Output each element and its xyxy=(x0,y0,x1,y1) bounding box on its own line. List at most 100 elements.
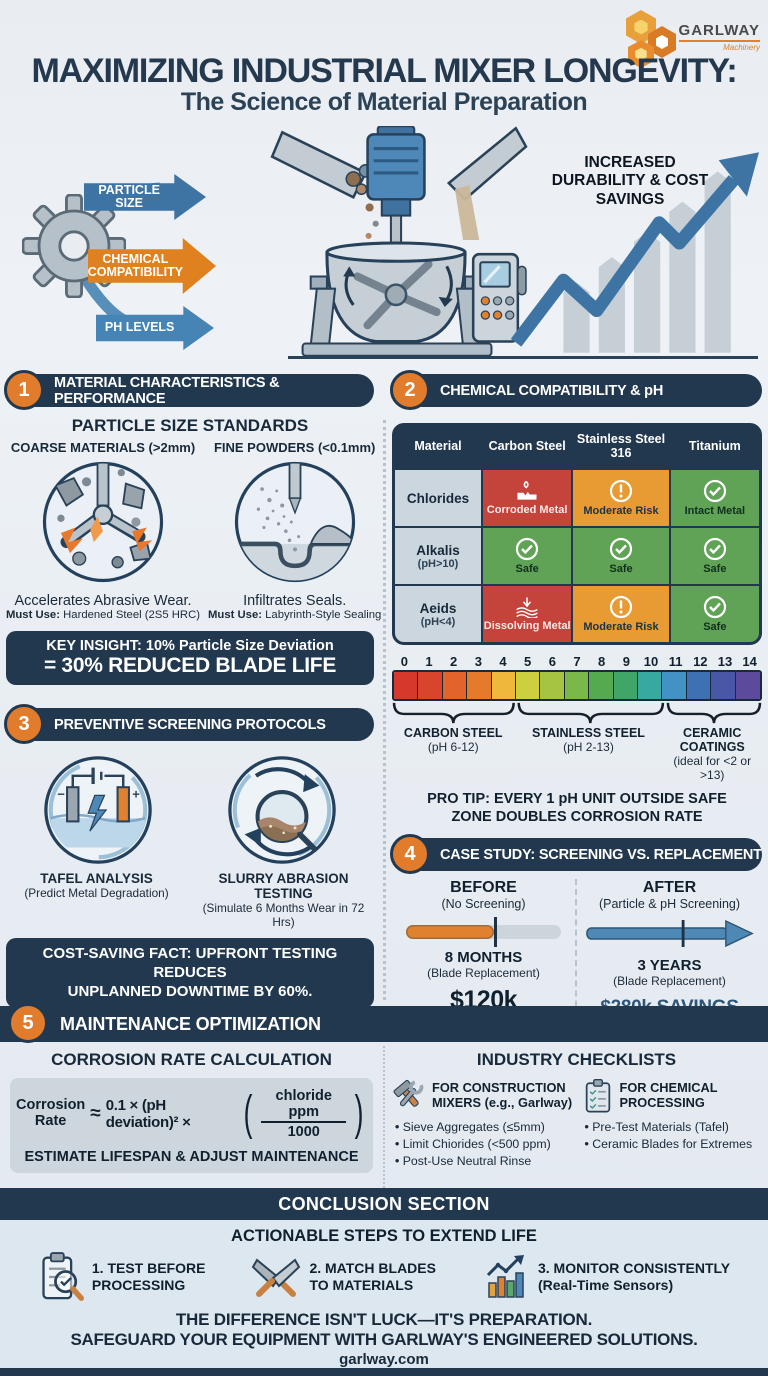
compatibility-table: Material Carbon Steel Stainless Steel 31… xyxy=(392,423,762,645)
before-timeline xyxy=(406,917,561,948)
key-insight-box: KEY INSIGHT: 10% Particle Size Deviation… xyxy=(6,631,374,685)
table-cell: Intact Metal xyxy=(670,470,759,526)
before-milestone: 8 MONTHS xyxy=(444,949,523,967)
section3-title: PREVENTIVE SCREENING PROTOCOLS xyxy=(54,716,326,733)
outcome-label: INCREASED DURABILITY & COST SAVINGS xyxy=(551,154,709,208)
fine-must-value: Labyrinth-Style Sealing xyxy=(262,609,382,621)
after-arrow xyxy=(586,920,754,948)
key-insight-line1: KEY INSIGHT: 10% Particle Size Deviation xyxy=(46,638,334,654)
slurry-test-name: SLURRY ABRASION TESTING xyxy=(218,871,349,901)
table-cell: Moderate Risk xyxy=(573,586,669,642)
section5-header: 5 MAINTENANCE OPTIMIZATION xyxy=(0,1003,768,1043)
section3-header: 3 PREVENTIVE SCREENING PROTOCOLS xyxy=(4,704,374,744)
alert-icon xyxy=(609,479,633,503)
tafel-cell-icon: − + xyxy=(44,756,152,864)
slurry-test-icon xyxy=(228,756,336,864)
after-sub: (Particle & pH Screening) xyxy=(598,897,741,912)
after-label: AFTER xyxy=(642,879,697,897)
table-cell: Safe xyxy=(670,528,759,584)
table-cell: Moderate Risk xyxy=(573,470,669,526)
check-icon xyxy=(609,537,633,561)
test-before-icon xyxy=(42,1252,84,1301)
step-test-before: 1. TEST BEFORE PROCESSING xyxy=(38,1252,205,1302)
step-match-blades: 2. MATCH BLADES TO MATERIALS xyxy=(251,1252,436,1302)
table-cell: Safe xyxy=(670,586,759,642)
closing-line1: THE DIFFERENCE ISN'T LUCK—IT'S PREPARATI… xyxy=(175,1310,593,1329)
after-milestone-sub: (Blade Replacement) xyxy=(613,974,726,989)
check-icon xyxy=(703,479,726,503)
bottom-bar xyxy=(0,1368,768,1376)
section2-number-badge: 2 xyxy=(390,370,430,410)
corrosion-formula: Corrosion Rate ≈ 0.1 × (pH deviation)² × … xyxy=(16,1087,364,1141)
checklist-item: Ceramic Blades for Extremes xyxy=(585,1136,763,1153)
ph-scale-ticks: 0 1 2 3 4 5 6 7 8 9 10 11 12 13 14 xyxy=(400,654,757,669)
table-cell: Dissolving Metal xyxy=(483,586,572,642)
match-blades-icon xyxy=(252,1258,301,1297)
coarse-materials-card: COARSE MATERIALS (>2mm) xyxy=(6,440,200,621)
checklist-item: Pre-Test Materials (Tafel) xyxy=(585,1119,763,1136)
ph-group-ceramic-label: CERAMIC COATINGS xyxy=(679,726,745,754)
table-cell: Corroded Metal xyxy=(483,470,572,526)
particle-standards-heading: PARTICLE SIZE STANDARDS xyxy=(71,416,309,435)
pro-tip: PRO TIP: EVERY 1 pH UNIT OUTSIDE SAFE ZO… xyxy=(427,791,727,826)
construction-checklist: FOR CONSTRUCTION MIXERS (e.g., Garlway) … xyxy=(391,1078,573,1171)
logo-wordmark: GARLWAY xyxy=(678,22,760,42)
ph-color-scale xyxy=(392,670,762,701)
corrosion-icon xyxy=(517,480,537,500)
fine-powder-illustration xyxy=(234,461,355,583)
check-icon xyxy=(703,537,726,561)
tools-icon xyxy=(393,1079,424,1107)
conclusion-section: CONCLUSION SECTION ACTIONABLE STEPS TO E… xyxy=(0,1188,768,1376)
before-sub: (No Screening) xyxy=(441,897,526,912)
section2-header: 2 CHEMICAL COMPATIBILITY & pH xyxy=(390,370,762,410)
fine-card-title: FINE POWDERS (<0.1mm) xyxy=(213,440,376,455)
clipboard-icon xyxy=(585,1079,610,1113)
calc-heading: CORROSION RATE CALCULATION xyxy=(51,1050,332,1069)
ph-group-braces xyxy=(392,702,762,724)
website-link[interactable]: garlway.com xyxy=(339,1351,429,1368)
tafel-test-desc: (Predict Metal Degradation) xyxy=(24,886,169,900)
coarse-effect-text: Accelerates Abrasive Wear. xyxy=(14,593,192,609)
fine-effect-text: Infiltrates Seals. xyxy=(243,593,347,609)
section1-header: 1 MATERIAL CHARACTERISTICS & PERFORMANCE xyxy=(4,370,374,410)
table-cell: Safe xyxy=(483,528,572,584)
ph-group-stainless-range: (pH 2-13) xyxy=(563,740,614,754)
page-subtitle: The Science of Material Preparation xyxy=(180,88,588,116)
section4-number-badge: 4 xyxy=(390,834,430,875)
formula-box: Corrosion Rate ≈ 0.1 × (pH deviation)² × … xyxy=(10,1078,373,1173)
fine-must-label: Must Use: xyxy=(208,609,262,621)
conclusion-band: CONCLUSION SECTION xyxy=(0,1188,768,1220)
chemical-checklist: FOR CHEMICAL PROCESSING Pre-Test Materia… xyxy=(581,1078,763,1171)
hero-illustration: PARTICLE SIZE CHEMICAL COMPATIBILITY PH … xyxy=(0,120,768,368)
section4-header: 4 CASE STUDY: SCREENING VS. REPLACEMENT xyxy=(390,834,762,875)
garlway-logo: GARLWAY Machinery xyxy=(626,8,762,68)
table-row-material: Chlorides xyxy=(395,470,481,526)
ground-line xyxy=(288,356,758,359)
logo-hexagon-icon xyxy=(626,10,656,44)
before-label: BEFORE xyxy=(450,879,517,897)
slurry-test-desc: (Simulate 6 Months Wear in 72 Hrs) xyxy=(202,901,365,929)
cost-saving-fact-box: COST-SAVING FACT: UPFRONT TESTING REDUCE… xyxy=(6,938,374,1009)
check-icon xyxy=(703,595,726,619)
table-header-material: Material xyxy=(395,426,481,468)
conclusion-heading: ACTIONABLE STEPS TO EXTEND LIFE xyxy=(231,1227,537,1245)
step-monitor: 3. MONITOR CONSISTENTLY (Real-Time Sensor… xyxy=(482,1253,730,1301)
key-insight-line2: = 30% REDUCED BLADE LIFE xyxy=(43,654,337,677)
page-title: MAXIMIZING INDUSTRIAL MIXER LONGEVITY: xyxy=(31,52,738,90)
section4-title: CASE STUDY: SCREENING VS. REPLACEMENT xyxy=(440,846,762,863)
logo-subtext: Machinery xyxy=(723,43,760,52)
ph-levels-label: PH LEVELS xyxy=(104,320,175,335)
calc-note: ESTIMATE LIFESPAN & ADJUST MAINTENANCE xyxy=(24,1149,359,1165)
table-row-material: Alkalis (pH>10) xyxy=(395,528,481,584)
ph-group-carbon-range: (pH 6-12) xyxy=(427,740,479,754)
growth-arrow-chart xyxy=(510,152,759,353)
ph-group-ceramic-range: (ideal for <2 or >13) xyxy=(673,754,752,782)
checklist-item: Post-Use Neutral Rinse xyxy=(395,1153,573,1170)
svg-text:+: + xyxy=(132,787,140,802)
cost-fact-line2: UNPLANNED DOWNTIME BY 60%. xyxy=(67,982,313,1000)
fine-powders-card: FINE POWDERS (<0.1mm) xyxy=(208,440,381,621)
monitor-icon xyxy=(486,1255,524,1298)
table-cell: Safe xyxy=(573,528,669,584)
section3-number-badge: 3 xyxy=(4,704,44,744)
section1-title: MATERIAL CHARACTERISTICS & PERFORMANCE xyxy=(54,374,280,407)
